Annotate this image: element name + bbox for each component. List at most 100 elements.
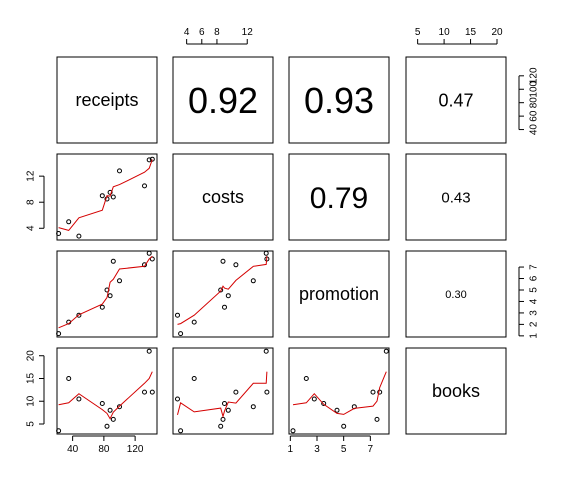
point-promotion-receipts-11 bbox=[149, 256, 155, 262]
top-axis-books-label-5: 5 bbox=[415, 27, 421, 38]
point-books-promotion-7 bbox=[374, 416, 380, 422]
point-books-costs-2 bbox=[191, 376, 197, 381]
point-costs-receipts-11 bbox=[149, 156, 155, 162]
point-books-receipts-8 bbox=[117, 404, 122, 410]
panel-promotion-receipts bbox=[56, 250, 158, 338]
point-promotion-receipts-7 bbox=[110, 258, 116, 264]
point-books-receipts-3 bbox=[76, 396, 82, 402]
panel-books-costs bbox=[172, 347, 274, 435]
bottom-axis-promotion-label-1: 1 bbox=[288, 444, 294, 455]
point-books-promotion-2 bbox=[303, 376, 309, 381]
panel-costs-promotion bbox=[288, 153, 390, 241]
left-axis-costs-label-4: 4 bbox=[26, 225, 37, 231]
correlation-costs-books: 0.43 bbox=[441, 189, 470, 206]
top-axis-costs-label-6: 6 bbox=[199, 27, 205, 38]
scatter-books-vs-promotion bbox=[290, 348, 389, 434]
point-books-promotion-1 bbox=[290, 428, 296, 434]
right-axis-promotion-label-4: 4 bbox=[529, 298, 540, 304]
scatter-costs-vs-receipts bbox=[56, 156, 155, 239]
point-books-receipts-6 bbox=[107, 407, 113, 413]
smoother-books-receipts bbox=[58, 371, 153, 420]
point-promotion-costs-3 bbox=[175, 312, 180, 318]
point-books-receipts-2 bbox=[66, 376, 72, 381]
bottom-axis-promotion-label-3: 3 bbox=[314, 444, 320, 455]
point-books-promotion-5 bbox=[341, 423, 347, 429]
point-promotion-costs-5 bbox=[218, 287, 224, 293]
bottom-axis-receipts-label-80: 80 bbox=[98, 444, 110, 455]
point-books-receipts-11 bbox=[149, 389, 155, 395]
point-books-costs-6 bbox=[225, 407, 231, 413]
smoother-costs-receipts bbox=[58, 159, 153, 231]
smoother-books-costs bbox=[177, 371, 268, 419]
point-costs-receipts-10 bbox=[146, 157, 152, 163]
point-books-promotion-3 bbox=[311, 396, 317, 402]
point-promotion-costs-10 bbox=[263, 250, 269, 256]
point-promotion-costs-2 bbox=[191, 319, 197, 325]
point-promotion-costs-1 bbox=[178, 331, 184, 337]
top-axis-books-label-20: 20 bbox=[491, 27, 503, 38]
point-costs-receipts-8 bbox=[117, 168, 122, 174]
point-promotion-costs-8 bbox=[250, 278, 256, 284]
correlation-costs-promotion: 0.79 bbox=[310, 182, 368, 215]
point-books-receipts-9 bbox=[142, 389, 147, 395]
panel-books-promotion bbox=[288, 347, 390, 435]
panel-receipts-promotion bbox=[288, 56, 390, 144]
point-books-promotion-9 bbox=[370, 389, 376, 395]
point-promotion-receipts-1 bbox=[56, 331, 62, 337]
scatter-books-vs-costs bbox=[175, 348, 270, 434]
variable-label-costs: costs bbox=[202, 187, 244, 207]
point-costs-receipts-9 bbox=[142, 183, 147, 189]
smoother-promotion-receipts bbox=[58, 255, 153, 329]
bottom-axis-promotion-label-5: 5 bbox=[341, 444, 347, 455]
point-promotion-costs-9 bbox=[233, 262, 239, 268]
bottom-axis-receipts-label-120: 120 bbox=[127, 444, 144, 455]
panel-promotion-books bbox=[405, 250, 507, 338]
panel-costs-receipts bbox=[56, 153, 158, 241]
point-costs-receipts-7 bbox=[110, 194, 116, 200]
variable-label-books: books bbox=[432, 381, 480, 401]
point-books-costs-5 bbox=[218, 423, 224, 429]
correlation-promotion-books: 0.30 bbox=[445, 289, 466, 301]
right-axis-receipts-label-80: 80 bbox=[529, 97, 540, 109]
correlation-receipts-books: 0.47 bbox=[438, 90, 473, 110]
panel-books-receipts bbox=[56, 347, 158, 435]
panel-receipts-receipts bbox=[56, 56, 158, 144]
point-promotion-receipts-8 bbox=[117, 278, 122, 284]
point-promotion-receipts-3 bbox=[76, 312, 82, 318]
right-axis-promotion-label-3: 3 bbox=[529, 310, 540, 316]
scatter-promotion-vs-receipts bbox=[56, 250, 155, 337]
left-axis-costs-label-8: 8 bbox=[26, 199, 37, 205]
right-axis-promotion-label-1: 1 bbox=[529, 333, 540, 339]
top-axis-books-label-10: 10 bbox=[439, 27, 451, 38]
point-promotion-receipts-10 bbox=[146, 250, 152, 256]
left-axis-books-label-5: 5 bbox=[26, 421, 37, 427]
point-books-costs-1 bbox=[178, 428, 184, 434]
right-axis-receipts-label-40: 40 bbox=[529, 124, 540, 136]
panel-promotion-promotion bbox=[288, 250, 390, 338]
bottom-axis-receipts-label-40: 40 bbox=[67, 444, 79, 455]
point-costs-receipts-3 bbox=[76, 233, 82, 239]
bottom-axis-promotion-label-7: 7 bbox=[368, 444, 374, 455]
panel-promotion-costs bbox=[172, 250, 274, 338]
point-books-costs-11 bbox=[264, 389, 270, 395]
correlation-receipts-costs: 0.92 bbox=[188, 80, 258, 121]
smoother-promotion-costs bbox=[177, 256, 268, 325]
point-promotion-receipts-6 bbox=[107, 293, 113, 299]
top-axis-costs: 4 6 8 12 bbox=[184, 27, 254, 45]
top-axis-costs-label-12: 12 bbox=[242, 27, 254, 38]
point-books-costs-4 bbox=[222, 401, 227, 406]
point-books-promotion-6 bbox=[334, 407, 340, 413]
scatter-promotion-vs-costs bbox=[175, 250, 270, 337]
point-promotion-costs-4 bbox=[222, 304, 227, 310]
right-axis-promotion-label-5: 5 bbox=[529, 287, 540, 293]
top-axis-costs-label-8: 8 bbox=[214, 27, 220, 38]
scatter-books-vs-receipts bbox=[56, 348, 155, 434]
point-promotion-costs-6 bbox=[225, 293, 231, 299]
point-books-promotion-10 bbox=[383, 348, 389, 354]
correlation-receipts-promotion: 0.93 bbox=[304, 80, 374, 121]
point-books-costs-10 bbox=[263, 348, 269, 354]
left-axis-books-label-20: 20 bbox=[26, 350, 37, 362]
point-books-receipts-10 bbox=[146, 348, 152, 354]
right-axis-receipts-label-100: 100 bbox=[529, 80, 540, 97]
